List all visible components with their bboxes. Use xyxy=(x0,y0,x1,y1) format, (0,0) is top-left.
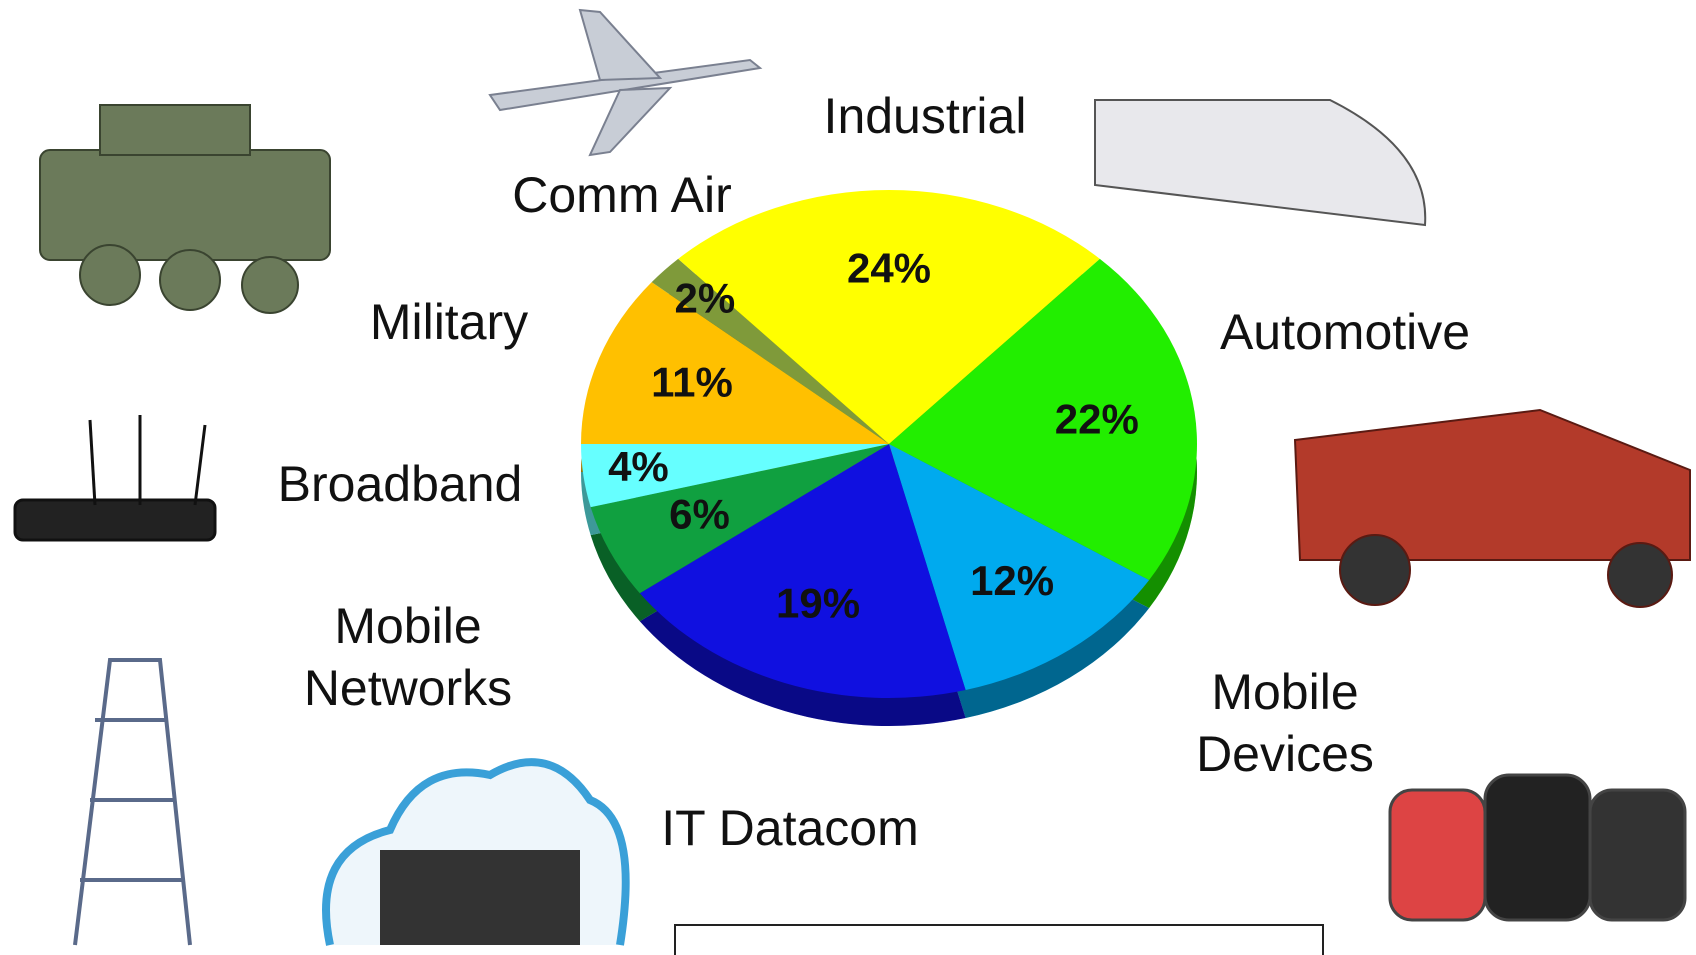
picture-vehicle xyxy=(39,104,331,314)
category-label: Automotive xyxy=(1219,304,1471,360)
value-label: 12% xyxy=(970,557,1054,604)
category-label: IT Datacom xyxy=(661,800,919,856)
slice xyxy=(889,444,1150,691)
slice xyxy=(590,444,889,594)
category-label: Broadband xyxy=(277,456,523,512)
slice xyxy=(678,190,1100,444)
picture-tower xyxy=(73,658,192,946)
picture-plane xyxy=(488,8,763,157)
picture-truck xyxy=(1293,408,1691,608)
value-label: 11% xyxy=(651,359,733,406)
value-label: 4% xyxy=(608,443,669,490)
category-label: Mobile Networks xyxy=(303,598,513,716)
category-label: Mobile Devices xyxy=(1196,664,1374,782)
caption-box xyxy=(674,924,1324,955)
value-label: 24% xyxy=(847,244,931,291)
value-label: 19% xyxy=(776,580,860,627)
category-label: Military xyxy=(369,294,529,350)
slice xyxy=(651,258,889,444)
picture-router xyxy=(13,415,217,542)
picture-cloud xyxy=(322,758,630,946)
picture-train xyxy=(1094,99,1427,227)
picture-watches xyxy=(1388,773,1687,922)
value-label: 22% xyxy=(1055,395,1139,442)
value-label: 6% xyxy=(669,491,730,538)
category-label: Comm Air xyxy=(512,167,732,223)
value-label: 2% xyxy=(675,275,736,322)
slice xyxy=(639,444,966,698)
slice xyxy=(581,282,889,444)
slice xyxy=(581,444,889,508)
slice xyxy=(889,258,1197,581)
category-label: Industrial xyxy=(823,88,1027,144)
